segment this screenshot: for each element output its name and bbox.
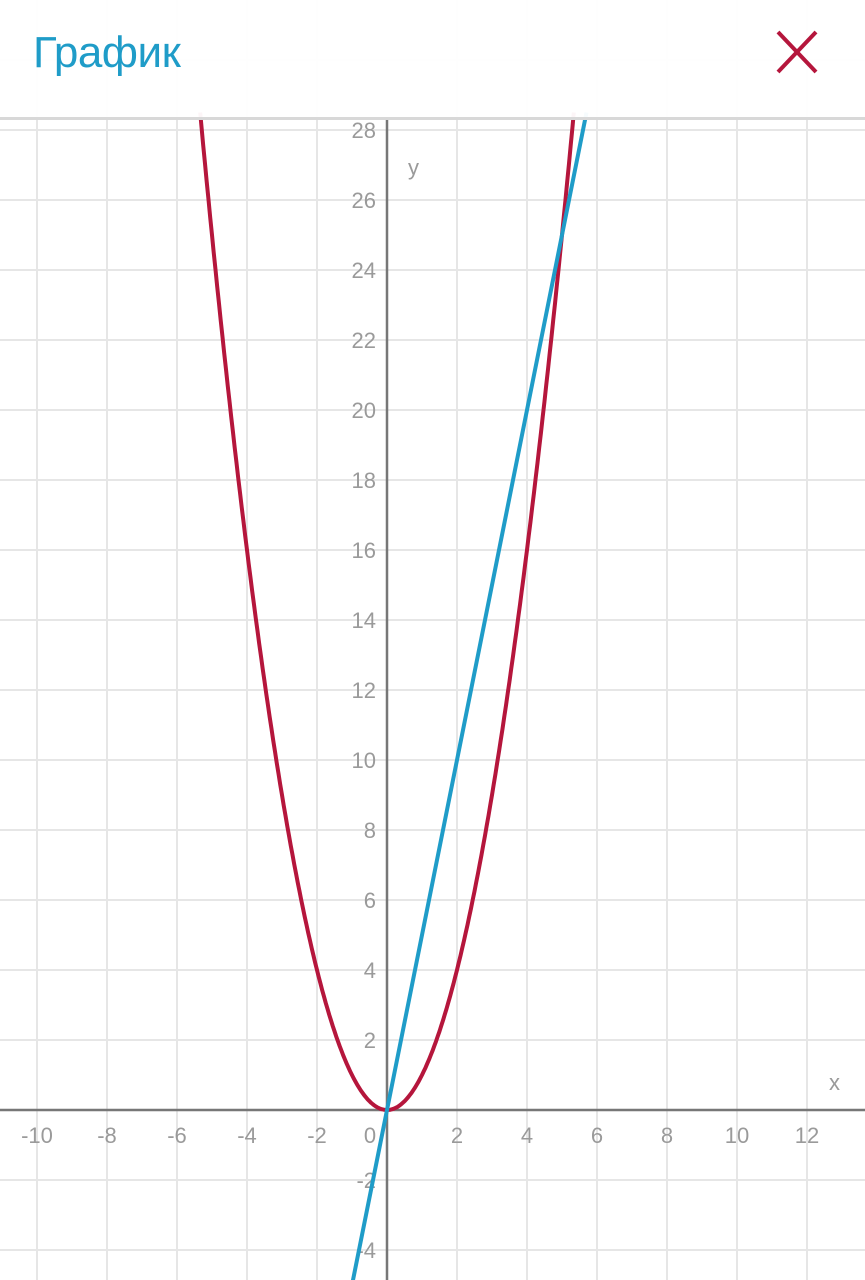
header-bar: График (0, 0, 865, 120)
y-tick-label: 24 (352, 258, 376, 283)
y-tick-label: 26 (352, 188, 376, 213)
x-tick-label: -4 (237, 1123, 257, 1148)
y-tick-label: 16 (352, 538, 376, 563)
close-x-icon (776, 30, 818, 74)
x-tick-label: 2 (451, 1123, 463, 1148)
x-tick-label: -2 (307, 1123, 327, 1148)
y-tick-label: 10 (352, 748, 376, 773)
x-tick-label: 12 (795, 1123, 819, 1148)
x-tick-label: 10 (725, 1123, 749, 1148)
close-button[interactable] (772, 28, 822, 78)
x-tick-label: -10 (21, 1123, 53, 1148)
page-title: График (33, 28, 181, 77)
tick-labels: -10 -8 -6 -4 -2 0 2 4 6 8 10 1224681012141618202224… (21, 118, 819, 1263)
y-tick-label: 20 (352, 398, 376, 423)
y-tick-label: 14 (352, 608, 376, 633)
x-tick-label: -6 (167, 1123, 187, 1148)
y-tick-label: 18 (352, 468, 376, 493)
y-tick-label: 22 (352, 328, 376, 353)
x-tick-label: 0 (364, 1123, 376, 1148)
series-line (350, 112, 589, 1280)
y-tick-label: 2 (364, 1028, 376, 1053)
x-tick-label: 6 (591, 1123, 603, 1148)
y-tick-label: 4 (364, 958, 376, 983)
y-tick-label: 8 (364, 818, 376, 843)
x-axis-label: x (829, 1070, 840, 1095)
y-tick-label: 12 (352, 678, 376, 703)
x-tick-label: 8 (661, 1123, 673, 1148)
x-tick-label: -8 (97, 1123, 117, 1148)
series (198, 112, 589, 1280)
y-tick-label: 6 (364, 888, 376, 913)
y-tick-label: 28 (352, 118, 376, 143)
y-axis-label: y (408, 155, 419, 180)
x-tick-label: 4 (521, 1123, 533, 1148)
